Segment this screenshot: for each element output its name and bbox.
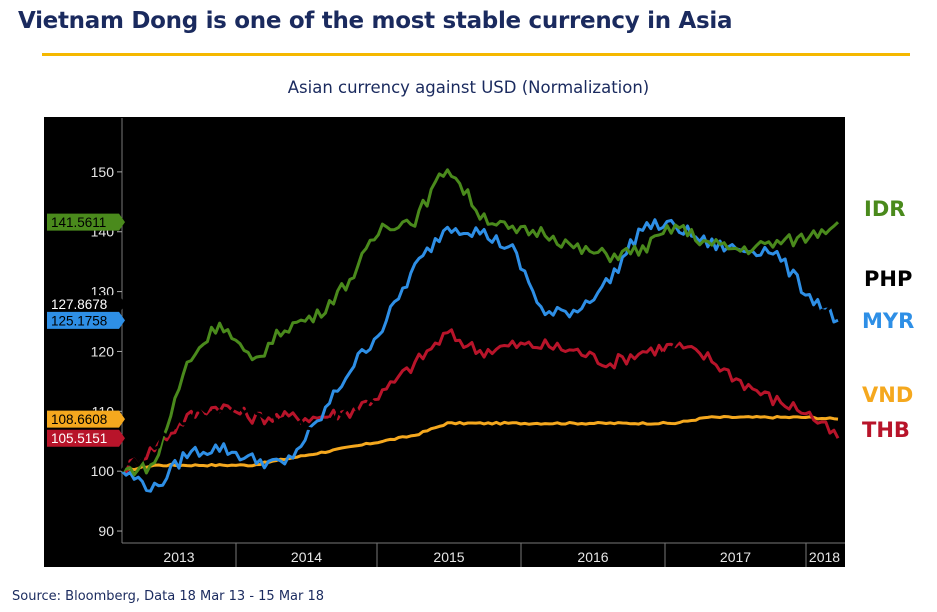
value-tag-idr: 141.5611 — [47, 213, 125, 231]
value-tag-myr: 125.1758 — [47, 311, 125, 329]
value-tag-box — [47, 410, 125, 428]
value-tag-box — [47, 311, 125, 329]
y-tick-label: 100 — [91, 463, 115, 479]
legend-myr: MYR — [862, 309, 915, 333]
legend-thb: THB — [862, 418, 910, 442]
headline-underline — [42, 53, 910, 56]
value-tag-text: 125.1758 — [51, 313, 107, 328]
value-tag-text: 108.6608 — [51, 412, 107, 427]
series-line-idr — [121, 168, 840, 477]
y-tick-label: 120 — [91, 343, 115, 359]
value-tag-box — [47, 429, 125, 447]
value-tag-box — [46, 295, 126, 314]
value-tag-text: 127.8678 — [51, 297, 107, 312]
x-tick-label: 2015 — [433, 549, 464, 565]
chart-title: Asian currency against USD (Normalizatio… — [287, 78, 650, 97]
chart-panel — [44, 117, 845, 567]
value-tag-box — [47, 213, 125, 231]
y-tick-label: 90 — [98, 523, 114, 539]
x-tick-label: 2013 — [163, 549, 194, 565]
value-tag-php: 127.8678 — [46, 295, 126, 314]
x-tick-label: 2018 — [809, 549, 840, 565]
x-tick-label: 2016 — [577, 549, 608, 565]
legend-idr: IDR — [864, 197, 906, 221]
series-line-thb — [121, 328, 840, 475]
value-tag-thb: 105.5151 — [47, 429, 125, 447]
y-axis-band — [44, 117, 122, 543]
legend-php: PHP — [864, 267, 913, 291]
value-tag-vnd: 108.6608 — [47, 410, 125, 428]
x-tick-label: 2017 — [720, 549, 751, 565]
x-tick-label: 2014 — [291, 549, 322, 565]
y-tick-label: 150 — [91, 164, 115, 180]
value-tag-text: 141.5611 — [51, 215, 106, 230]
value-tag-text: 105.5151 — [51, 431, 107, 446]
page-headline: Vietnam Dong is one of the most stable c… — [18, 8, 733, 34]
x-axis-band — [44, 543, 845, 567]
source-note: Source: Bloomberg, Data 18 Mar 13 - 15 M… — [12, 589, 325, 604]
series-line-vnd — [121, 415, 839, 473]
legend-vnd: VND — [862, 383, 914, 407]
series-line-php — [120, 302, 839, 472]
